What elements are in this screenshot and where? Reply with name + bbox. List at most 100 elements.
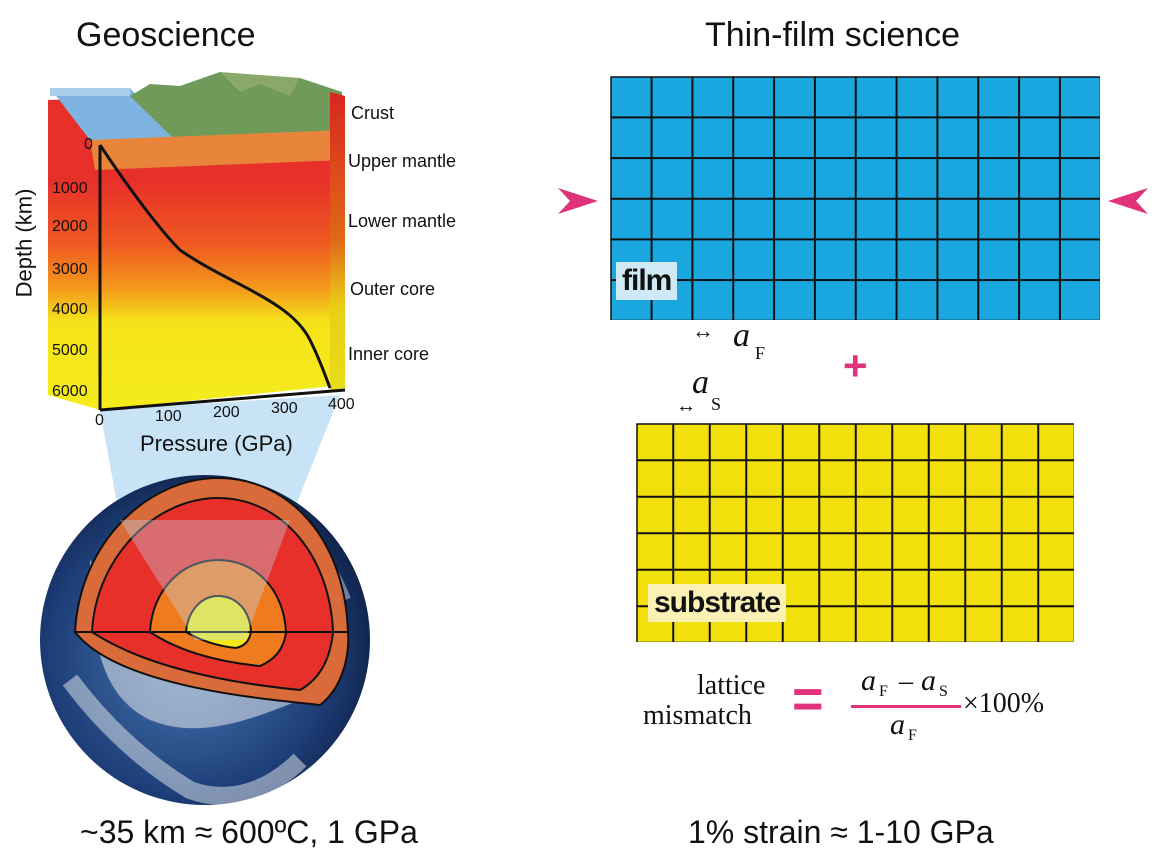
substrate-lattice-cell [964, 569, 1003, 607]
film-lattice-grid [610, 76, 1102, 322]
film-lattice-cell [977, 157, 1020, 200]
film-lattice-cell [1018, 157, 1061, 200]
film-lattice-cell [773, 76, 816, 118]
substrate-lattice-arrow-icon: ↔ [676, 395, 696, 417]
layer-label-lower-mantle: Lower mantle [348, 211, 457, 231]
film-lattice-cell [936, 238, 979, 281]
film-lattice-cell [814, 76, 857, 118]
depth-block [48, 92, 342, 410]
substrate-lattice-cell [818, 496, 857, 534]
formula-num-a1: a [861, 664, 876, 697]
pressure-curve [98, 144, 332, 389]
substrate-lattice-cell [928, 459, 966, 498]
substrate-lattice-cell [891, 569, 930, 607]
formula-num-sub2: S [939, 683, 948, 700]
film-lattice-cell [896, 279, 938, 322]
formula-den-sub: F [908, 727, 917, 744]
substrate-lattice-cell [855, 569, 893, 607]
film-lattice-cell [691, 198, 734, 240]
substrate-lattice-cell [1001, 459, 1039, 498]
substrate-lattice-cell [818, 459, 857, 498]
film-lattice-cell [896, 116, 938, 159]
substrate-lattice-cell [928, 423, 966, 461]
film-lattice-cell [1059, 157, 1102, 200]
substrate-lattice-cell [1037, 459, 1076, 498]
substrate-lattice-cell [745, 496, 784, 534]
geoscience-title: Geoscience [76, 16, 256, 54]
substrate-lattice-cell [964, 496, 1003, 534]
film-lattice-cell [814, 198, 857, 240]
substrate-lattice-cell [1037, 496, 1076, 534]
film-lattice-cell [896, 238, 938, 281]
substrate-lattice-cell [855, 605, 893, 644]
substrate-lattice-cell [709, 496, 747, 534]
depth-tick: 5000 [52, 342, 88, 359]
substrate-lattice-cell [1037, 423, 1076, 461]
film-lattice-cell [651, 198, 693, 240]
formula-times-100: ×100% [963, 688, 1045, 719]
substrate-lattice-cell [1001, 423, 1039, 461]
depth-tick: 0 [84, 136, 93, 153]
film-lattice-cell [814, 116, 857, 159]
film-lattice-cell [773, 238, 816, 281]
substrate-lattice-cell [855, 532, 893, 571]
film-lattice-cell [896, 198, 938, 240]
film-lattice-cell [814, 157, 857, 200]
film-lattice-cell [610, 76, 653, 118]
film-lattice-cell [732, 76, 775, 118]
film-lattice-cell [855, 76, 898, 118]
film-lattice-cell [977, 279, 1020, 322]
substrate-lattice-cell [709, 532, 747, 571]
plus-sign: + [843, 342, 868, 389]
film-lattice-cell [651, 116, 693, 159]
substrate-lattice-cell [709, 423, 747, 461]
pressure-axis-title: Pressure (GPa) [140, 431, 293, 456]
substrate-lattice-cell [782, 569, 820, 607]
film-lattice-cell [691, 279, 734, 322]
left-compression-arrow-icon [558, 188, 598, 214]
pressure-tick: 0 [95, 412, 104, 429]
substrate-lattice-cell [782, 496, 820, 534]
substrate-lattice-cell [818, 569, 857, 607]
substrate-lattice-cell [782, 459, 820, 498]
film-lattice-cell [732, 116, 775, 159]
film-lattice-cell [1059, 279, 1102, 322]
layer-label-inner-core: Inner core [348, 344, 430, 364]
film-lattice-cell [896, 157, 938, 200]
film-lattice-cell [1018, 279, 1061, 322]
substrate-lattice-cell [855, 496, 893, 534]
film-lattice-cell [651, 157, 693, 200]
film-lattice-cell [773, 279, 816, 322]
film-lattice-cell [1059, 198, 1102, 240]
substrate-lattice-cell [891, 532, 930, 571]
film-lattice-cell [1059, 116, 1102, 159]
film-lattice-cell [1059, 76, 1102, 118]
substrate-lattice-symbol: a [692, 364, 709, 401]
depth-tick: 4000 [52, 301, 88, 318]
film-lattice-cell [855, 238, 898, 281]
film-lattice-subscript: F [755, 343, 766, 363]
film-label: film [616, 262, 678, 300]
pressure-tick: 200 [213, 404, 240, 421]
substrate-lattice-cell [782, 605, 820, 644]
substrate-label: substrate [648, 584, 787, 622]
substrate-lattice-cell [672, 423, 711, 461]
substrate-lattice-cell [636, 459, 674, 498]
film-lattice-cell [977, 76, 1020, 118]
substrate-lattice-cell [672, 496, 711, 534]
film-lattice-cell [732, 279, 775, 322]
substrate-lattice-cell [964, 423, 1003, 461]
substrate-lattice-cell [818, 605, 857, 644]
geoscience-caption: ~35 km ≈ 600ºC, 1 GPa [80, 814, 418, 850]
substrate-lattice-cell [672, 459, 711, 498]
film-lattice-cell [977, 238, 1020, 281]
substrate-lattice-cell [1037, 605, 1076, 644]
substrate-lattice-cell [928, 532, 966, 571]
film-lattice-cell [896, 76, 938, 118]
layer-label-crust: Crust [351, 103, 395, 123]
film-lattice-cell [732, 157, 775, 200]
film-lattice-cell [855, 157, 898, 200]
depth-axis-title: Depth (km) [11, 188, 37, 298]
depth-tick: 6000 [52, 383, 88, 400]
substrate-lattice-cell [1037, 569, 1076, 607]
